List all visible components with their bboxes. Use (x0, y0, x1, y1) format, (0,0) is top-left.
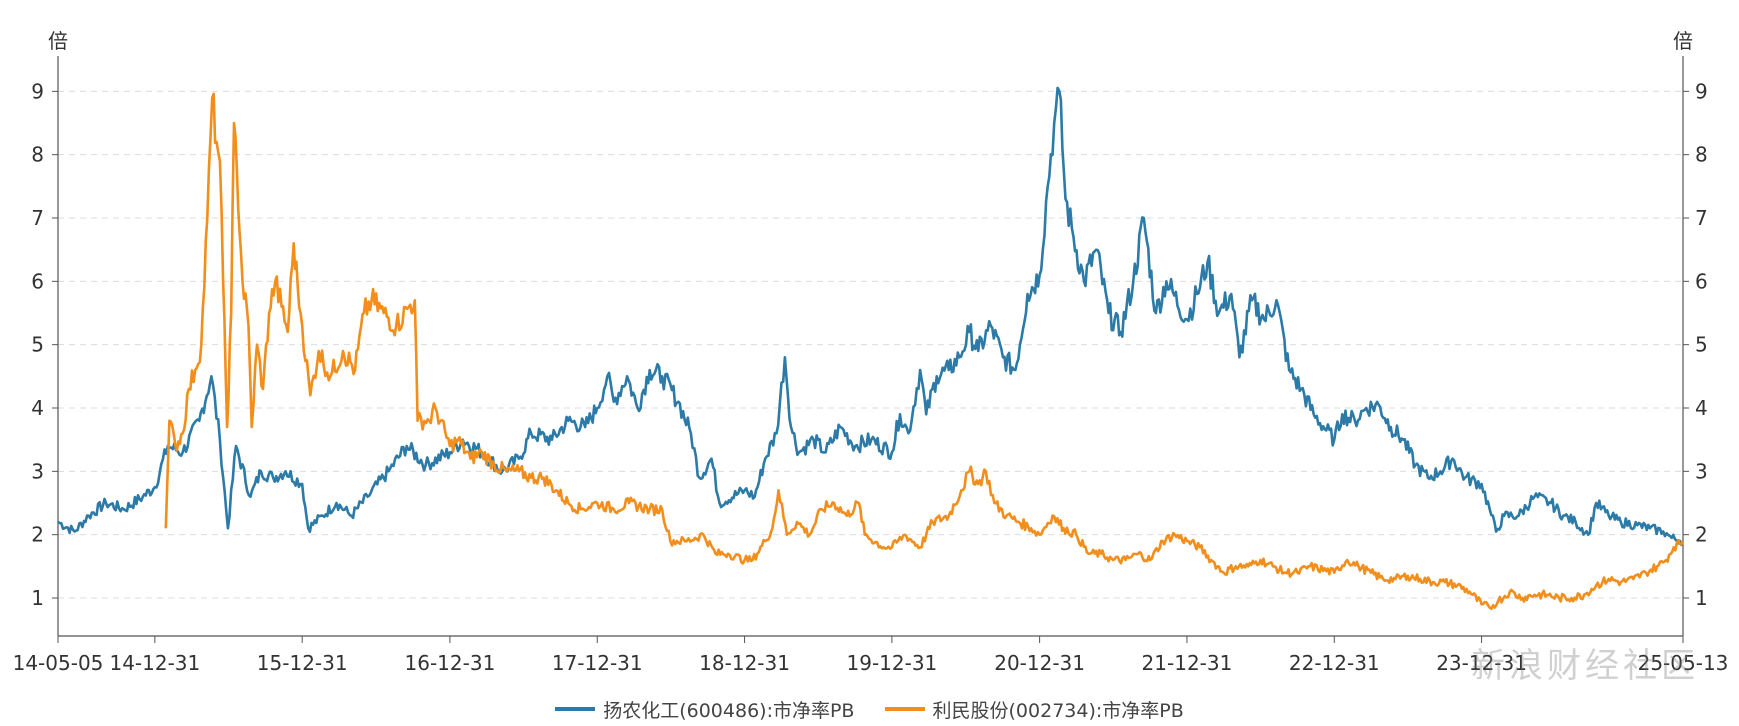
legend-item-yangnong[interactable]: 扬农化工(600486):市净率PB (555, 696, 854, 723)
legend-label-limin: 利民股份(002734):市净率PB (932, 699, 1184, 722)
y-tick-label-left: 5 (31, 333, 44, 357)
legend-swatch-orange (884, 707, 925, 711)
right-axis-unit: 倍 (1673, 29, 1693, 53)
y-tick-label-right: 3 (1695, 459, 1708, 483)
y-tick-label-left: 7 (31, 206, 44, 230)
y-tick-label-right: 4 (1695, 396, 1708, 420)
x-tick-label: 25-05-13 (1638, 651, 1729, 675)
x-tick-label: 23-12-31 (1436, 651, 1527, 675)
x-tick-label: 20-12-31 (994, 651, 1085, 675)
y-tick-label-left: 8 (31, 143, 44, 167)
x-tick-label: 14-05-05 (13, 651, 104, 675)
y-tick-label-right: 9 (1695, 79, 1708, 103)
x-tick-label: 22-12-31 (1289, 651, 1380, 675)
x-tick-label: 19-12-31 (847, 651, 938, 675)
left-axis-unit: 倍 (48, 29, 68, 53)
legend-item-limin[interactable]: 利民股份(002734):市净率PB (884, 696, 1184, 723)
axes: 1 1 2 2 3 3 4 4 5 5 6 6 7 7 8 8 9 9 14-05-05 14-12-31 15-12-… (13, 56, 1729, 675)
legend-label-yangnong: 扬农化工(600486):市净率PB (603, 699, 855, 722)
y-tick-label-right: 6 (1695, 269, 1708, 293)
y-tick-label-right: 8 (1695, 143, 1708, 167)
x-tick-label: 17-12-31 (552, 651, 643, 675)
y-tick-label-right: 7 (1695, 206, 1708, 230)
y-tick-label-right: 5 (1695, 333, 1708, 357)
y-tick-label-left: 4 (31, 396, 44, 420)
y-tick-label-left: 9 (31, 79, 44, 103)
y-tick-label-left: 1 (31, 586, 44, 610)
y-tick-label-right: 2 (1695, 523, 1708, 547)
y-tick-label-right: 1 (1695, 586, 1708, 610)
y-tick-label-left: 2 (31, 523, 44, 547)
y-tick-label-left: 6 (31, 269, 44, 293)
x-tick-label: 21-12-31 (1142, 651, 1233, 675)
chart-legend: 扬农化工(600486):市净率PB 利民股份(002734):市净率PB (0, 694, 1739, 723)
y-tick-label-left: 3 (31, 459, 44, 483)
series-line-yangnong (57, 86, 1685, 547)
sina-watermark: 新浪财经社区 (1471, 646, 1699, 686)
x-tick-label: 14-12-31 (109, 651, 200, 675)
x-tick-label: 15-12-31 (257, 651, 348, 675)
series-lines (57, 86, 1685, 611)
legend-swatch-blue (555, 707, 596, 711)
series-line-limin (164, 92, 1685, 611)
grid-lines (58, 90, 1683, 599)
x-tick-label: 16-12-31 (405, 651, 496, 675)
x-tick-label: 18-12-31 (699, 651, 790, 675)
